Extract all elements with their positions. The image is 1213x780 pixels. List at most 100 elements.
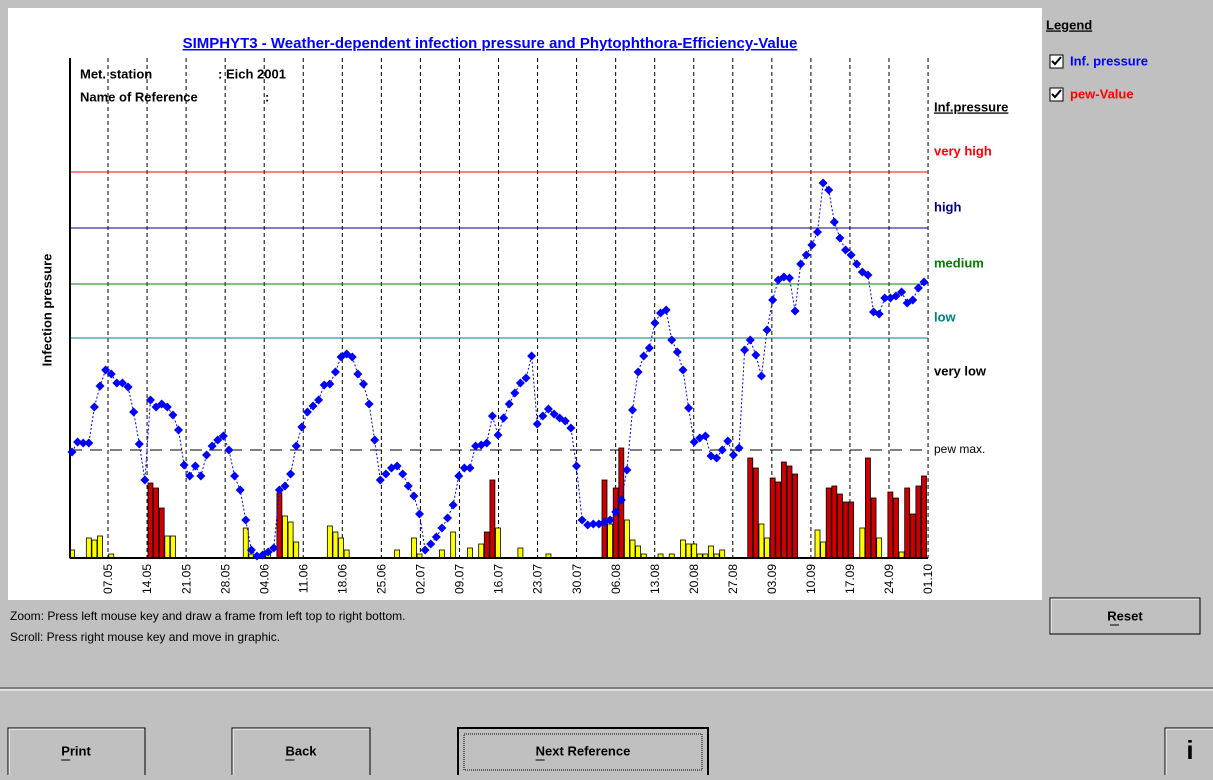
bar (848, 501, 855, 559)
pew-max-label: pew max. (934, 442, 985, 456)
point (162, 402, 172, 412)
point (140, 475, 150, 485)
point (908, 295, 918, 305)
bar (489, 479, 496, 559)
point (302, 407, 312, 417)
point (207, 441, 217, 451)
point (308, 401, 318, 411)
point (443, 513, 453, 523)
point (314, 395, 324, 405)
bar (708, 545, 714, 559)
x-tick-label: 24.09 (882, 564, 896, 594)
point (269, 543, 279, 553)
bar (876, 537, 883, 559)
point (263, 547, 273, 557)
point (835, 233, 845, 243)
bar (332, 531, 339, 559)
checkbox[interactable] (1049, 87, 1064, 102)
point (571, 461, 581, 471)
reset-label[interactable]: Reset (1107, 608, 1143, 623)
point (801, 250, 811, 260)
checkbox[interactable] (1049, 54, 1064, 69)
point (123, 382, 133, 392)
bar (147, 482, 154, 559)
point (566, 423, 576, 433)
x-tick-label: 02.07 (414, 564, 428, 594)
bar (394, 549, 401, 559)
legend-item[interactable]: pew-Value (1070, 86, 1134, 101)
next-button[interactable] (457, 727, 709, 779)
point (678, 365, 688, 375)
point (818, 178, 828, 188)
button-label[interactable]: Back (285, 743, 317, 758)
point (588, 519, 598, 529)
point (174, 425, 183, 435)
legend-item[interactable]: Inf. pressure (1070, 53, 1148, 68)
bar (870, 497, 877, 559)
point (583, 520, 593, 530)
point (897, 287, 907, 297)
point (510, 388, 520, 398)
bar (859, 527, 866, 559)
point (420, 545, 430, 555)
point (577, 515, 587, 525)
bar (495, 527, 501, 559)
x-tick-label: 13.08 (648, 564, 662, 594)
bar (607, 523, 614, 559)
point (398, 469, 408, 479)
bar (887, 491, 894, 559)
x-tick-label: 21.05 (179, 564, 193, 594)
bar (338, 537, 344, 559)
point (745, 335, 755, 345)
info-button[interactable] (1164, 727, 1213, 779)
bar (792, 473, 798, 559)
bar (158, 507, 165, 559)
point (560, 416, 570, 426)
point (246, 545, 256, 555)
bar (825, 487, 832, 559)
bar (439, 549, 445, 559)
x-tick-label: 09.07 (453, 564, 467, 594)
info-label[interactable]: i (1186, 735, 1193, 765)
bar (629, 539, 636, 559)
back-button[interactable] (231, 727, 371, 779)
point (353, 369, 363, 379)
point (852, 259, 862, 269)
bar (635, 545, 642, 559)
meta-value: : (265, 89, 269, 104)
x-tick-label: 27.08 (726, 564, 740, 594)
point (67, 447, 77, 457)
point (89, 402, 99, 412)
x-tick-label: 30.07 (570, 564, 584, 594)
point (145, 395, 155, 405)
point (375, 475, 385, 485)
print-button[interactable] (7, 727, 146, 779)
x-tick-label: 07.05 (101, 564, 115, 594)
bar (293, 541, 300, 559)
y-axis-label: Infection pressure (39, 254, 54, 367)
button-label[interactable]: Next Reference (536, 743, 631, 758)
bar (287, 521, 294, 559)
point (527, 351, 537, 361)
point (880, 293, 890, 303)
bar (242, 527, 249, 559)
button-label[interactable]: Print (61, 743, 91, 758)
point (684, 403, 694, 413)
bar (752, 467, 759, 559)
bar (842, 501, 849, 559)
reset-button[interactable] (1049, 597, 1201, 635)
point (280, 481, 290, 491)
point (919, 277, 929, 287)
bar (820, 541, 827, 559)
bar (747, 457, 754, 559)
point (471, 441, 481, 451)
x-tick-label: 17.09 (843, 564, 857, 594)
bar (780, 461, 787, 559)
point (196, 471, 206, 481)
hint: Zoom: Press left mouse key and draw a fr… (10, 609, 406, 623)
point (824, 185, 834, 195)
x-tick-label: 03.09 (765, 564, 779, 594)
point (409, 491, 419, 501)
point (392, 461, 402, 471)
point (829, 217, 839, 227)
